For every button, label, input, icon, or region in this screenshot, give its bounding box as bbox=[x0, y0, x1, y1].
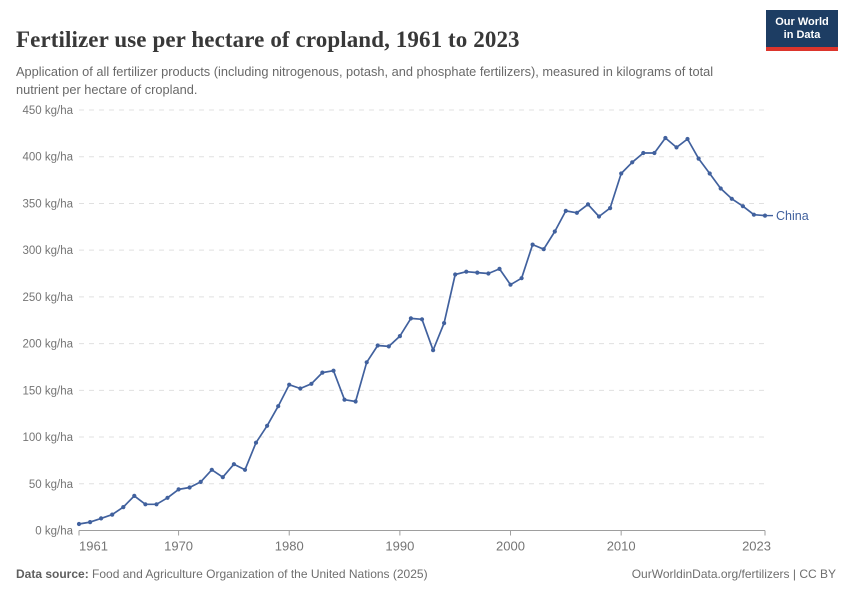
data-point[interactable] bbox=[165, 495, 170, 500]
data-point[interactable] bbox=[585, 202, 591, 207]
data-point[interactable] bbox=[442, 321, 447, 326]
data-point[interactable] bbox=[176, 487, 181, 492]
data-point[interactable] bbox=[364, 360, 369, 365]
data-point[interactable] bbox=[508, 282, 513, 287]
data-point[interactable] bbox=[762, 213, 768, 218]
data-point[interactable] bbox=[453, 272, 458, 277]
y-axis-tick-label: 450 kg/ha bbox=[22, 105, 73, 117]
x-axis-tick-label: 2000 bbox=[496, 539, 525, 554]
data-point[interactable] bbox=[751, 212, 757, 217]
data-point[interactable] bbox=[530, 242, 535, 247]
data-point[interactable] bbox=[276, 404, 281, 409]
data-point[interactable] bbox=[397, 334, 402, 339]
data-point[interactable] bbox=[386, 344, 391, 349]
data-point[interactable] bbox=[729, 196, 734, 201]
data-point[interactable] bbox=[198, 479, 203, 484]
y-axis-tick-label: 400 kg/ha bbox=[22, 152, 73, 164]
data-point[interactable] bbox=[331, 368, 336, 373]
data-point[interactable] bbox=[685, 136, 690, 142]
owid-logo[interactable]: Our World in Data bbox=[766, 10, 838, 51]
x-axis-tick-label: 1990 bbox=[385, 539, 414, 554]
data-point[interactable] bbox=[253, 440, 259, 445]
data-point[interactable] bbox=[563, 208, 568, 213]
data-point[interactable] bbox=[287, 382, 292, 387]
data-point[interactable] bbox=[519, 276, 524, 281]
data-point[interactable] bbox=[121, 505, 126, 510]
chart-footer: Data source: Food and Agriculture Organi… bbox=[16, 567, 836, 581]
y-axis-tick-label: 100 kg/ha bbox=[22, 432, 73, 444]
y-axis-tick-label: 0 kg/ha bbox=[35, 526, 73, 538]
data-point[interactable] bbox=[552, 229, 557, 234]
x-axis-tick-label: 2010 bbox=[607, 539, 636, 554]
chart-subtitle: Application of all fertilizer products (… bbox=[16, 63, 714, 98]
x-axis-tick-label: 1970 bbox=[164, 539, 193, 554]
data-point[interactable] bbox=[209, 467, 214, 472]
y-axis-tick-label: 50 kg/ha bbox=[29, 479, 74, 491]
data-point[interactable] bbox=[242, 467, 248, 472]
data-point[interactable] bbox=[342, 397, 347, 402]
owid-logo-line1: Our World bbox=[775, 16, 829, 28]
data-point[interactable] bbox=[718, 186, 723, 191]
data-point[interactable] bbox=[674, 145, 679, 150]
data-point[interactable] bbox=[231, 462, 236, 467]
chart-title: Fertilizer use per hectare of cropland, … bbox=[16, 27, 520, 53]
data-point[interactable] bbox=[187, 485, 192, 490]
data-point[interactable] bbox=[608, 206, 613, 211]
data-point[interactable] bbox=[663, 135, 668, 141]
data-point[interactable] bbox=[541, 247, 546, 252]
entity-label[interactable]: China bbox=[776, 209, 809, 223]
data-source-note: Data source: Food and Agriculture Organi… bbox=[16, 567, 428, 581]
data-point[interactable] bbox=[88, 520, 93, 525]
data-point[interactable] bbox=[497, 266, 502, 271]
x-axis-tick-label: 1961 bbox=[79, 539, 108, 554]
owid-logo-line2: in Data bbox=[783, 29, 821, 41]
data-source-label: Data source: bbox=[16, 567, 89, 581]
data-point[interactable] bbox=[309, 381, 314, 386]
data-point[interactable] bbox=[419, 317, 425, 322]
data-point[interactable] bbox=[596, 214, 602, 219]
data-point[interactable] bbox=[375, 343, 380, 348]
data-point[interactable] bbox=[265, 423, 270, 428]
data-point[interactable] bbox=[475, 270, 480, 275]
data-point[interactable] bbox=[630, 160, 635, 165]
data-point[interactable] bbox=[132, 493, 137, 498]
data-point[interactable] bbox=[707, 171, 712, 176]
credit-link[interactable]: OurWorldinData.org/fertilizers | CC BY bbox=[631, 567, 836, 581]
data-point[interactable] bbox=[464, 269, 469, 274]
data-point[interactable] bbox=[574, 210, 580, 215]
data-point[interactable] bbox=[320, 370, 325, 375]
data-point[interactable] bbox=[353, 399, 358, 404]
data-point[interactable] bbox=[110, 512, 115, 517]
data-point[interactable] bbox=[143, 502, 148, 507]
data-line-china[interactable] bbox=[78, 137, 766, 525]
y-axis-tick-label: 350 kg/ha bbox=[22, 198, 73, 210]
data-point[interactable] bbox=[431, 348, 436, 353]
data-point[interactable] bbox=[99, 516, 104, 521]
data-point[interactable] bbox=[154, 502, 159, 507]
y-axis-tick-label: 300 kg/ha bbox=[22, 245, 73, 257]
data-point[interactable] bbox=[696, 156, 701, 161]
data-source-text: Food and Agriculture Organization of the… bbox=[88, 567, 428, 581]
x-axis-tick-label: 1980 bbox=[275, 539, 304, 554]
data-point[interactable] bbox=[408, 316, 413, 321]
data-point[interactable] bbox=[619, 171, 624, 176]
y-axis-tick-label: 200 kg/ha bbox=[22, 339, 73, 351]
data-point[interactable] bbox=[486, 271, 491, 276]
y-axis-tick-label: 150 kg/ha bbox=[22, 385, 73, 397]
data-point[interactable] bbox=[220, 475, 225, 480]
x-axis-tick-label: 2023 bbox=[742, 539, 771, 554]
data-point[interactable] bbox=[298, 386, 303, 391]
y-axis-tick-label: 250 kg/ha bbox=[22, 292, 73, 304]
data-point[interactable] bbox=[652, 150, 657, 156]
data-point[interactable] bbox=[76, 521, 82, 527]
data-point[interactable] bbox=[641, 150, 646, 156]
data-point[interactable] bbox=[740, 204, 746, 209]
